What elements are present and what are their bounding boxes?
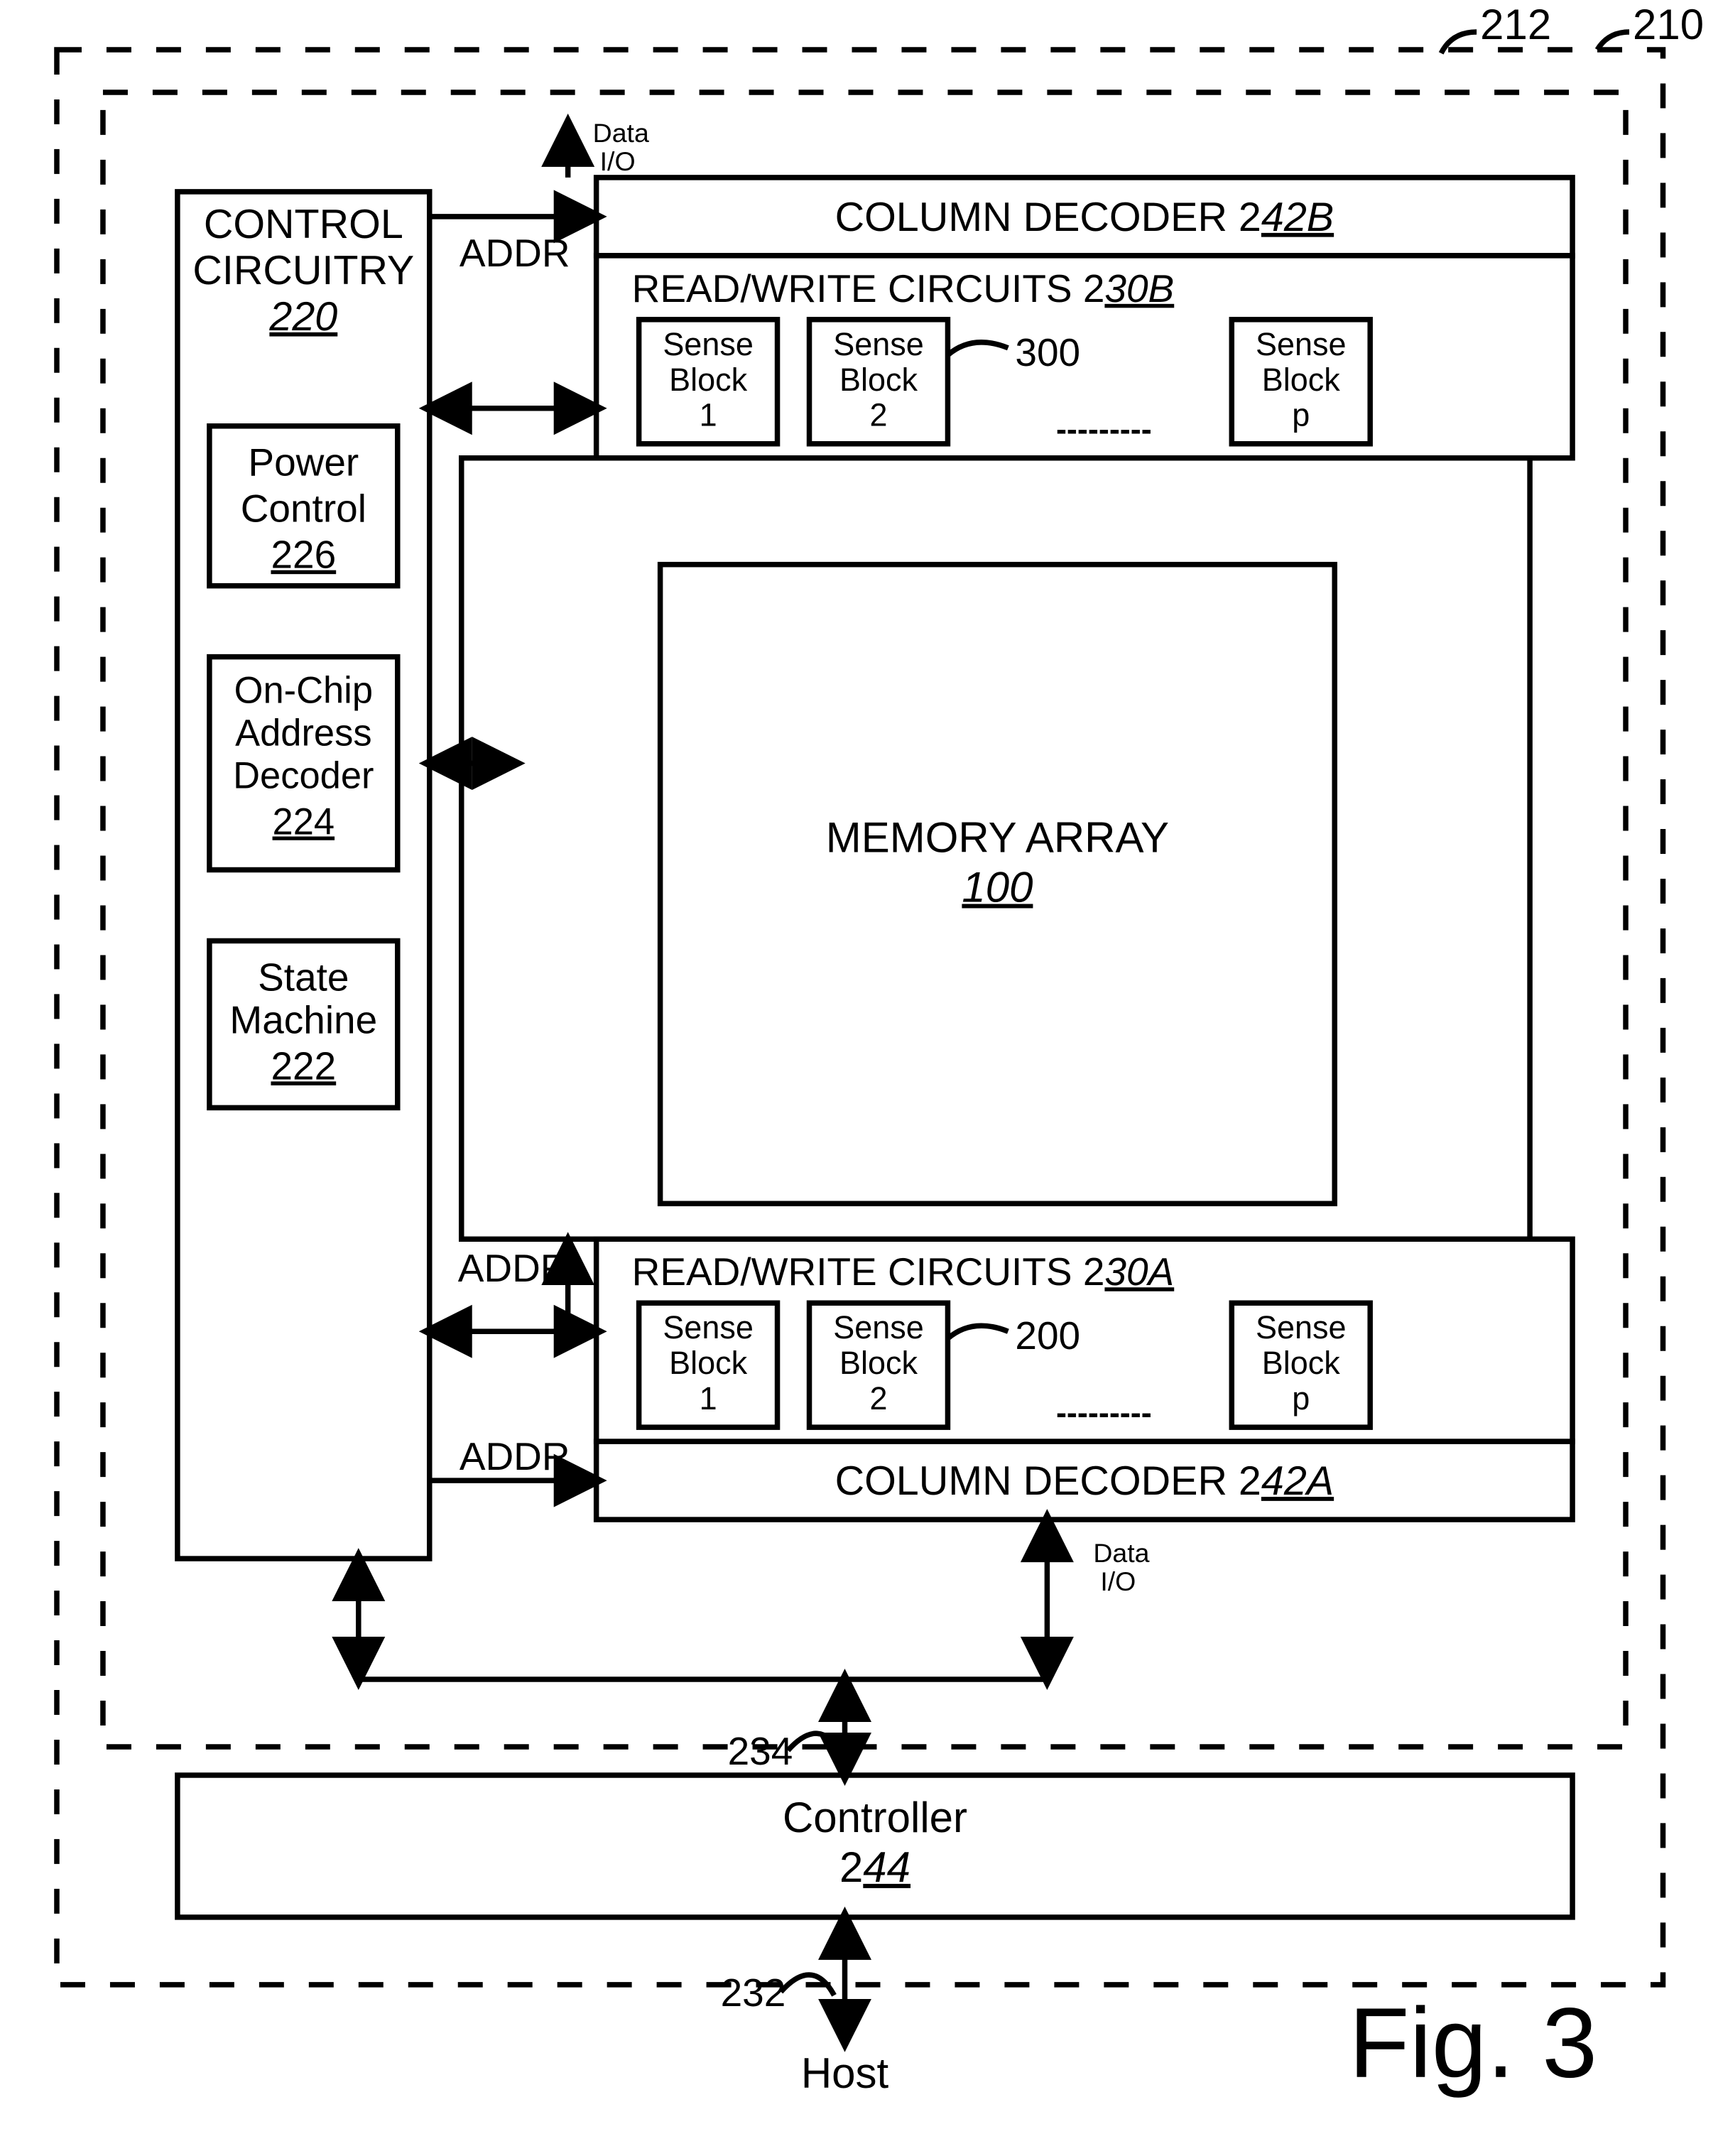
rw-b-s1-c: 1 — [700, 397, 717, 433]
host-label: Host — [801, 2049, 889, 2097]
control-circuitry-box — [178, 192, 430, 1559]
figure-root: 210 212 CONTROL CIRCUITRY 220 Power Cont… — [0, 0, 1718, 2155]
rw-b-s1-b: Block — [669, 362, 747, 398]
rw-b-sp-b: Block — [1262, 362, 1340, 398]
rw-b-ellipsis: --------- — [1056, 411, 1152, 448]
svg-text:Block: Block — [669, 1345, 747, 1381]
figure-label: Fig. 3 — [1349, 1987, 1597, 2098]
ref-200: 200 — [1015, 1313, 1080, 1358]
svg-text:Sense: Sense — [833, 1309, 924, 1345]
svg-text:Block: Block — [1262, 1345, 1340, 1381]
addr-decoder-l2: Address — [235, 713, 371, 754]
rw-b-label: READ/WRITE CIRCUITS 230B — [632, 266, 1175, 310]
controller-ref: 244 — [839, 1843, 910, 1891]
svg-text:Block: Block — [839, 1345, 918, 1381]
col-decoder-b-label: COLUMN DECODER 242B — [835, 195, 1334, 240]
memory-array-ref: 100 — [962, 863, 1033, 911]
col-decoder-a-label: COLUMN DECODER 242A — [835, 1458, 1334, 1504]
dataio-bot-l1: Data — [1093, 1538, 1149, 1568]
svg-text:p: p — [1292, 1380, 1310, 1416]
control-ref: 220 — [268, 294, 337, 340]
addr-bottom-label: ADDR — [460, 1434, 570, 1478]
rw-b-s2-a: Sense — [833, 326, 924, 362]
addr-decoder-ref: 224 — [273, 802, 335, 843]
svg-text:Sense: Sense — [663, 1309, 754, 1345]
state-machine-l1: State — [258, 955, 349, 999]
ref-300: 300 — [1015, 330, 1080, 374]
power-control-l2: Control — [241, 487, 366, 531]
control-title-1: CONTROL — [204, 202, 403, 247]
rw-a-ellipsis: --------- — [1056, 1394, 1152, 1431]
ref-212: 212 — [1480, 1, 1551, 48]
ref-234: 234 — [728, 1729, 793, 1773]
control-title-2: CIRCUITRY — [192, 248, 414, 293]
addr-decoder-l3: Decoder — [233, 756, 374, 797]
svg-text:1: 1 — [700, 1380, 717, 1416]
addr-top-label: ADDR — [460, 231, 570, 275]
power-control-l1: Power — [248, 440, 359, 484]
addr-mid-label: ADDR — [458, 1246, 569, 1290]
rw-b-s1-a: Sense — [663, 326, 754, 362]
rw-b-sp-c: p — [1292, 397, 1310, 433]
svg-text:Sense: Sense — [1256, 1309, 1347, 1345]
rw-a-label: READ/WRITE CIRCUITS 230A — [632, 1250, 1175, 1294]
dataio-top-l1: Data — [593, 118, 649, 148]
svg-text:2: 2 — [869, 1380, 887, 1416]
leader-234 — [788, 1733, 842, 1754]
power-control-ref: 226 — [271, 533, 336, 577]
ref-232: 232 — [721, 1971, 786, 2015]
rw-b-s2-b: Block — [839, 362, 918, 398]
state-machine-l2: Machine — [229, 997, 377, 1041]
addr-decoder-l1: On-Chip — [234, 671, 373, 712]
rw-b-s2-c: 2 — [869, 397, 887, 433]
dataio-bot-l2: I/O — [1100, 1566, 1136, 1596]
rw-b-sp-a: Sense — [1256, 326, 1347, 362]
controller-label: Controller — [783, 1794, 967, 1841]
ref-210: 210 — [1633, 1, 1704, 48]
dataio-top-l2: I/O — [600, 146, 636, 176]
state-machine-ref: 222 — [271, 1044, 336, 1088]
memory-array-label: MEMORY ARRAY — [826, 813, 1169, 861]
